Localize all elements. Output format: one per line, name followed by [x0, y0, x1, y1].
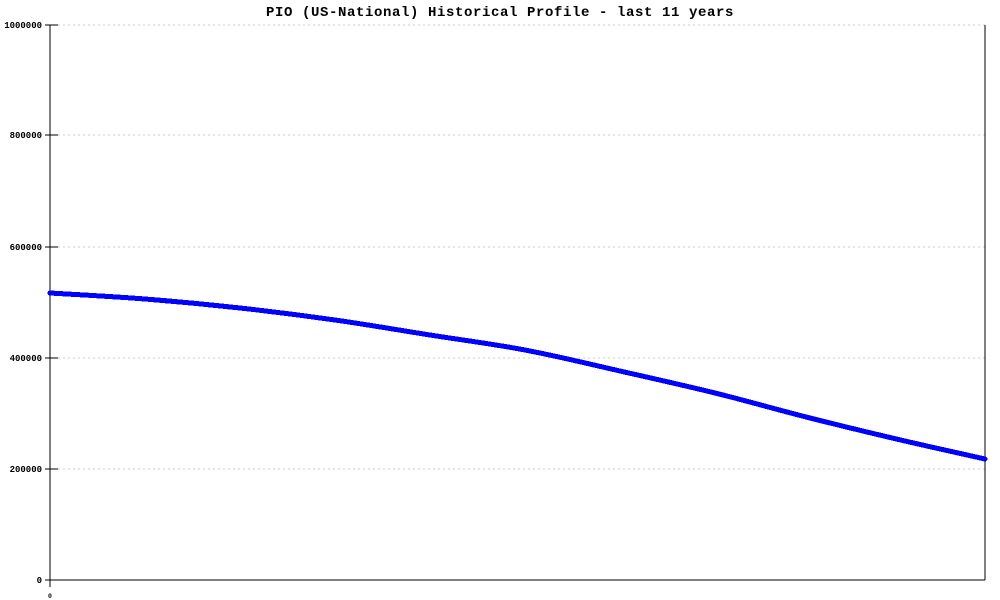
svg-text:0: 0 — [48, 593, 52, 600]
svg-text:200000: 200000 — [10, 465, 42, 475]
svg-text:800000: 800000 — [10, 131, 42, 141]
svg-text:0: 0 — [37, 576, 42, 586]
svg-text:600000: 600000 — [10, 243, 42, 253]
svg-text:400000: 400000 — [10, 354, 42, 364]
svg-text:1000000: 1000000 — [4, 21, 42, 31]
